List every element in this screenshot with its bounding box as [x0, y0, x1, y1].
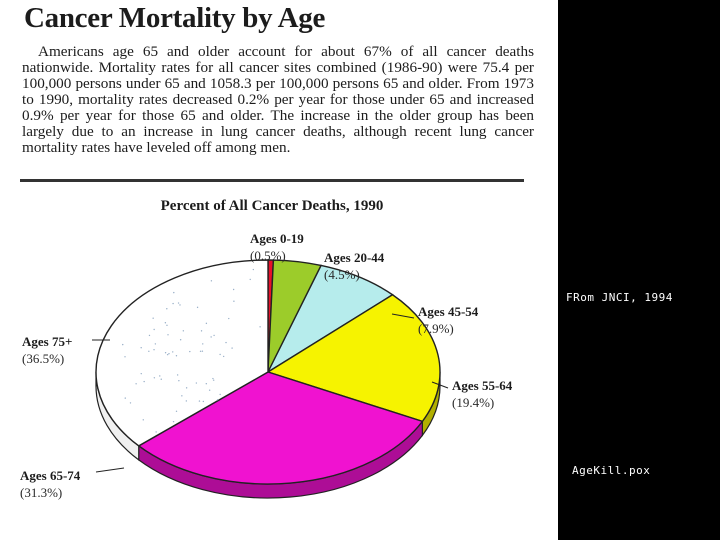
pie-texture-dot	[141, 373, 142, 374]
pie-texture-dot	[223, 356, 224, 357]
pie-texture-dot	[219, 354, 220, 355]
pie-texture-dot	[233, 301, 234, 302]
pie-texture-dot	[203, 401, 204, 402]
pie-texture-dot	[143, 419, 144, 420]
slice-value-ages-20-44: (4.5%)	[324, 267, 360, 282]
pie-texture-dot	[189, 351, 190, 352]
pie-texture-dot	[167, 354, 168, 355]
pie-texture-dot	[172, 351, 173, 352]
chart-title: Percent of All Cancer Deaths, 1990	[161, 198, 384, 214]
pie-texture-dot	[209, 390, 210, 391]
pie-texture-dot	[210, 336, 211, 337]
pie-texture-dot	[233, 289, 234, 290]
slide: Cancer Mortality by Age Americans age 65…	[0, 0, 558, 540]
pie-texture-dot	[124, 356, 125, 357]
slice-value-ages-45-54: (7.9%)	[418, 321, 454, 336]
pie-texture-dot	[148, 351, 149, 352]
pie-texture-dot	[155, 343, 156, 344]
pie-texture-dot	[200, 351, 201, 352]
pie-texture-dot	[176, 355, 177, 356]
pie-texture-dot	[159, 375, 160, 376]
pie-texture-dot	[154, 377, 155, 378]
pie-texture-dot	[178, 380, 179, 381]
slice-label-ages-75: Ages 75+	[22, 334, 72, 349]
pie-texture-dot	[173, 292, 174, 293]
pie-texture-dot	[153, 329, 154, 330]
slice-label-ages-55-64: Ages 55-64	[452, 378, 513, 393]
pie-texture-dot	[135, 383, 136, 384]
pie-texture-dot	[183, 330, 184, 331]
pie-texture-dot	[153, 349, 154, 350]
pie-texture-dot	[143, 381, 144, 382]
slice-value-ages-55-64: (19.4%)	[452, 395, 494, 410]
pie-texture-dot	[167, 334, 168, 335]
pie-texture-dot	[250, 279, 251, 280]
pie-texture-dot	[197, 307, 198, 308]
pie-chart: Percent of All Cancer Deaths, 1990 Ages …	[0, 0, 558, 540]
pie-texture-dot	[253, 269, 254, 270]
pie-texture-dot	[178, 302, 179, 303]
pie-texture-dot	[152, 318, 153, 319]
pie-texture-dot	[180, 339, 181, 340]
pie-texture-dot	[199, 400, 200, 401]
pie-texture-dot	[259, 326, 260, 327]
leader-line-ages-65-74	[96, 468, 124, 472]
pie-texture-dot	[140, 347, 141, 348]
pie-texture-dot	[165, 352, 166, 353]
slice-label-ages-0-19: Ages 0-19	[250, 231, 304, 246]
pie-texture-dot	[202, 343, 203, 344]
pie-texture-dot	[172, 303, 173, 304]
pie-texture-dot	[173, 421, 174, 422]
pie-texture-dot	[219, 394, 220, 395]
pie-texture-dot	[149, 335, 150, 336]
slice-label-ages-65-74: Ages 65-74	[20, 468, 81, 483]
pie-texture-dot	[211, 280, 212, 281]
pie-texture-dot	[122, 344, 123, 345]
pie-texture-dot	[206, 383, 207, 384]
pie-texture-dot	[179, 304, 180, 305]
slice-value-ages-75: (36.5%)	[22, 351, 64, 366]
pie-texture-dot	[206, 323, 207, 324]
pie-texture-dot	[166, 308, 167, 309]
pie-texture-dot	[186, 400, 187, 401]
slice-label-ages-20-44: Ages 20-44	[324, 250, 385, 265]
pie-texture-dot	[155, 431, 156, 432]
pie-slices	[96, 260, 440, 498]
pie-texture-dot	[177, 374, 178, 375]
slice-label-ages-45-54: Ages 45-54	[418, 304, 479, 319]
filename-note: AgeKill.pox	[572, 464, 650, 477]
pie-texture-dot	[161, 379, 162, 380]
pie-texture-dot	[212, 378, 213, 379]
slice-value-ages-65-74: (31.3%)	[20, 485, 62, 500]
slice-value-ages-0-19: (0.5%)	[250, 248, 286, 263]
source-note: FRom JNCI, 1994	[566, 291, 673, 304]
pie-texture-dot	[181, 395, 182, 396]
pie-texture-dot	[225, 342, 226, 343]
pie-texture-dot	[202, 351, 203, 352]
pie-texture-dot	[165, 322, 166, 323]
pie-texture-dot	[201, 330, 202, 331]
pie-texture-dot	[196, 382, 197, 383]
pie-texture-dot	[176, 411, 177, 412]
pie-texture-dot	[125, 397, 126, 398]
pie-texture-dot	[213, 335, 214, 336]
pie-texture-dot	[130, 402, 131, 403]
pie-texture-dot	[166, 325, 167, 326]
pie-texture-dot	[186, 387, 187, 388]
pie-texture-dot	[231, 347, 232, 348]
pie-texture-dot	[228, 318, 229, 319]
pie-texture-dot	[217, 399, 218, 400]
pie-texture-dot	[168, 353, 169, 354]
pie-texture-dot	[213, 379, 214, 380]
